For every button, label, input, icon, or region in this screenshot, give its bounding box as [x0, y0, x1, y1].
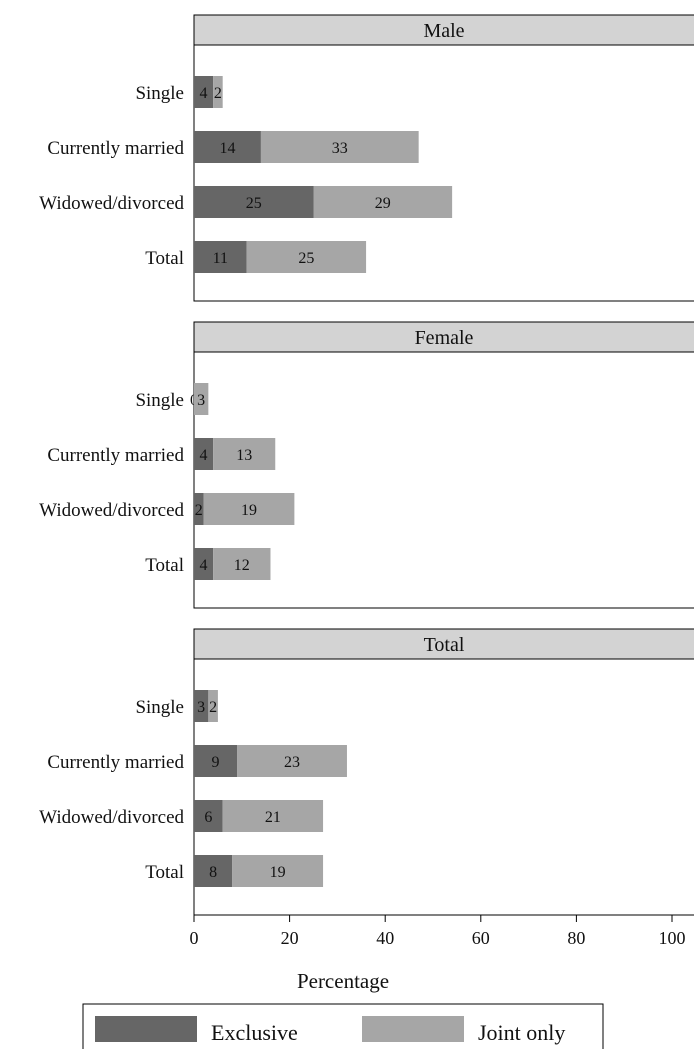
bar-value-label: 6 — [204, 809, 212, 826]
bar-value-label: 33 — [332, 140, 348, 157]
x-axis-title: Percentage — [297, 969, 389, 993]
bar-exclusive — [194, 745, 238, 777]
bar-exclusive — [194, 438, 214, 470]
panel-male: Male Single 4 2 Currently married 14 33 Widowed… — [39, 14, 694, 302]
bar-value-label: 2 — [195, 502, 203, 519]
bar-value-label: 4 — [200, 85, 208, 102]
legend: Exclusive Joint only — [82, 1003, 604, 1049]
bar-exclusive — [194, 131, 261, 163]
panel-female: FemaleSingle03Currently married413Widowe… — [39, 321, 694, 609]
bar-joint — [213, 438, 276, 470]
panel-total: Total Single 3 2 Currently married 9 23 Widowed… — [39, 628, 694, 916]
bar-value-label: 25 — [246, 195, 262, 212]
category-label: Single — [135, 697, 184, 718]
bar-value-label: 14 — [219, 140, 235, 157]
bar-joint — [213, 76, 223, 108]
category-label: Total — [145, 248, 184, 269]
bar-exclusive — [194, 241, 247, 273]
x-tick-label: 80 — [567, 928, 585, 948]
legend-swatch-joint — [362, 1016, 464, 1042]
bar-joint — [203, 493, 295, 525]
legend-label-exclusive: Exclusive — [211, 1020, 298, 1045]
bar-value-label: 2 — [214, 85, 222, 102]
bar-joint — [237, 745, 347, 777]
category-label: Currently married — [47, 138, 184, 159]
panel-title: Female — [415, 327, 474, 349]
category-label: Total — [145, 862, 184, 883]
bar-value-label: 11 — [213, 250, 228, 267]
bar-exclusive — [194, 855, 233, 887]
bar-exclusive — [194, 186, 314, 218]
bar-exclusive — [194, 800, 223, 832]
bar-value-label: 3 — [197, 699, 205, 716]
bar-joint — [313, 186, 453, 218]
bar-joint — [213, 548, 271, 580]
bar-value-label: 23 — [284, 754, 300, 771]
bar-exclusive — [194, 548, 214, 580]
panel-header — [193, 14, 694, 46]
bar-joint — [232, 855, 324, 887]
bar-joint — [208, 690, 218, 722]
panel-header — [193, 321, 694, 353]
x-tick-label: 0 — [190, 928, 199, 948]
bar-value-label: 19 — [270, 864, 286, 881]
x-axis: 0 20 40 60 80 100 — [190, 914, 694, 948]
bar-joint — [194, 383, 209, 415]
panel-title: Male — [423, 20, 464, 42]
bar-value-label: 2 — [209, 699, 217, 716]
x-tick-label: 40 — [376, 928, 394, 948]
bar-joint — [260, 131, 419, 163]
bar-value-label: 4 — [200, 447, 208, 464]
bar-value-label: 12 — [234, 557, 250, 574]
bar-value-label: 3 — [197, 392, 205, 409]
bar-value-label: 19 — [241, 502, 257, 519]
panel-title: Total — [424, 634, 465, 656]
category-label: Currently married — [47, 752, 184, 773]
legend-label-joint: Joint only — [478, 1020, 565, 1045]
category-label: Widowed/divorced — [39, 193, 184, 214]
category-label: Widowed/divorced — [39, 807, 184, 828]
bar-joint — [222, 800, 324, 832]
legend-swatch-exclusive — [95, 1016, 197, 1042]
bar-joint — [246, 241, 367, 273]
bar-value-label: 13 — [236, 447, 252, 464]
bar-value-label: 9 — [212, 754, 220, 771]
x-tick-label: 60 — [472, 928, 490, 948]
bar-exclusive — [194, 690, 209, 722]
bar-value-label: 21 — [265, 809, 281, 826]
bar-exclusive — [194, 493, 204, 525]
category-label: Total — [145, 555, 184, 576]
x-tick-label: 100 — [659, 928, 686, 948]
category-label: Single — [135, 83, 184, 104]
category-label: Single — [135, 390, 184, 411]
bar-value-label: 8 — [209, 864, 217, 881]
bar-value-label: 4 — [200, 557, 208, 574]
x-tick-label: 20 — [281, 928, 299, 948]
bar-value-label: 25 — [298, 250, 314, 267]
bar-value-label: 29 — [375, 195, 391, 212]
panel-header — [193, 628, 694, 660]
bar-exclusive — [194, 76, 214, 108]
category-label: Currently married — [47, 445, 184, 466]
category-label: Widowed/divorced — [39, 500, 184, 521]
